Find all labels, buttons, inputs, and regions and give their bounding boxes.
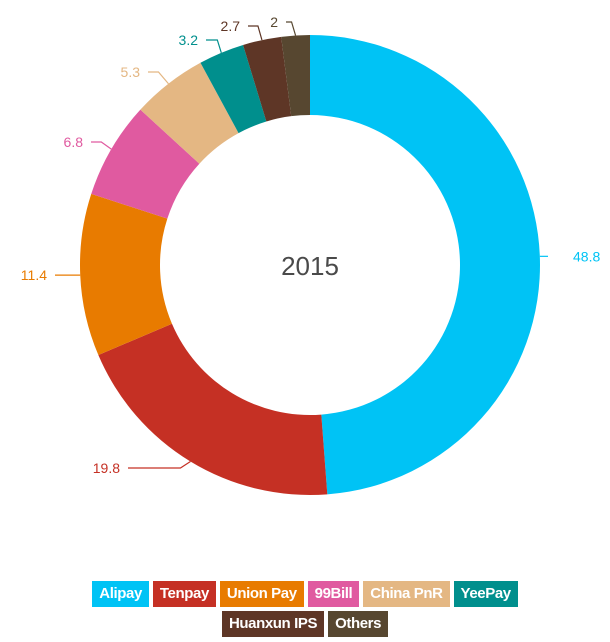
center-year-label: 2015: [281, 251, 339, 281]
legend-item-china-pnr[interactable]: China PnR: [363, 581, 450, 607]
legend-item-others[interactable]: Others: [328, 611, 389, 637]
slice-yeepay[interactable]: [200, 44, 267, 134]
leader-line: [91, 141, 112, 150]
legend-item-alipay[interactable]: Alipay: [92, 581, 149, 607]
legend-item-99bill[interactable]: 99Bill: [307, 581, 360, 607]
data-label-others: 2: [270, 14, 278, 30]
slice-99bill[interactable]: [91, 109, 200, 219]
slice-alipay[interactable]: [310, 35, 541, 495]
legend-row-1: Alipay Tenpay Union Pay 99Bill China PnR…: [0, 581, 610, 607]
leader-line: [206, 39, 222, 53]
data-label-alipay: 48.8: [573, 248, 600, 264]
legend-item-tenpay[interactable]: Tenpay: [152, 581, 216, 607]
leader-line: [128, 460, 191, 469]
legend-row-2: Huanxun IPS Others: [0, 611, 610, 637]
legend-item-union-pay[interactable]: Union Pay: [219, 581, 304, 607]
data-label-tenpay: 19.8: [93, 460, 120, 476]
leader-line: [248, 25, 263, 41]
slice-others[interactable]: [281, 35, 310, 117]
data-label-union-pay: 11.4: [21, 267, 47, 283]
slice-huanxun-ips[interactable]: [243, 36, 292, 122]
slice-china-pnr[interactable]: [140, 62, 239, 164]
donut-slices: [80, 35, 541, 495]
data-label-china-pnr: 5.3: [121, 64, 141, 80]
legend-item-yeepay[interactable]: YeePay: [453, 581, 518, 607]
data-label-huanxun-ips: 2.7: [221, 18, 241, 34]
leader-line: [148, 71, 169, 85]
donut-chart: 48.8 19.8 11.4 6.8 5.3 3.2 2.7 2 2015: [21, 14, 601, 495]
leader-line: [286, 21, 297, 36]
data-label-99bill: 6.8: [64, 134, 84, 150]
slice-tenpay[interactable]: [98, 323, 328, 495]
legend-item-huanxun-ips[interactable]: Huanxun IPS: [221, 611, 325, 637]
slice-union-pay[interactable]: [80, 193, 172, 356]
data-label-yeepay: 3.2: [179, 32, 199, 48]
data-label-leaders: 48.8 19.8 11.4 6.8 5.3 3.2 2.7 2: [21, 14, 601, 476]
